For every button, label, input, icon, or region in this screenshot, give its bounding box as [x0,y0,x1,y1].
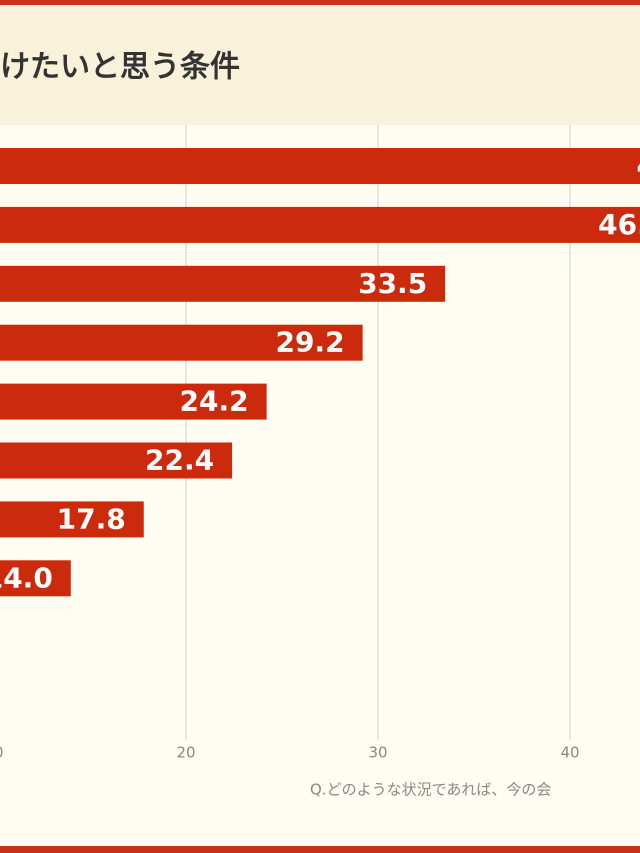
value-label: 24.2 [180,385,249,418]
value-label: 46.0 [598,208,640,241]
bar [0,265,446,302]
bar [0,324,363,361]
bar [0,383,267,420]
bar [0,148,640,184]
header-band [0,0,640,125]
x-tick-label: 30 [368,744,387,762]
value-label: 29.2 [276,326,345,359]
top-rule [0,0,640,5]
value-label: 48.0 [637,149,640,182]
x-tick-label: 10 [0,744,4,762]
bar [0,560,71,597]
x-tick-label: 20 [176,744,195,762]
value-label: 17.8 [57,502,126,535]
footnote: Q.どのような状況であれば、今の会 [310,781,551,799]
bar [0,501,144,538]
bar [0,206,640,243]
x-tick-label: 40 [560,744,579,762]
bar [0,442,233,479]
value-label: 33.5 [358,267,427,300]
value-label: 14.0 [0,561,53,594]
chart-title: けたいと思う条件 [0,50,240,85]
bottom-rule [0,846,640,853]
value-label: 22.4 [145,444,214,477]
